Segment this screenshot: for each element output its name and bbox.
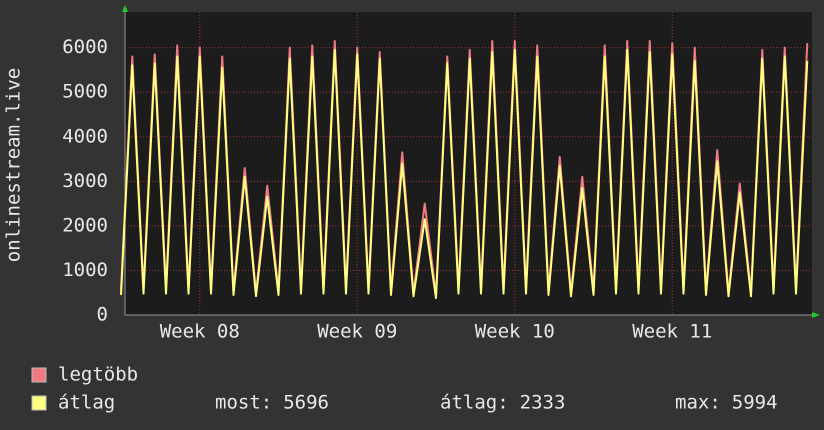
x-tick-label: Week 11: [632, 321, 712, 343]
stat-value: 2333: [520, 392, 566, 414]
x-tick-label: Week 09: [317, 321, 397, 343]
legend-swatch: [31, 367, 47, 383]
y-tick-label: 2000: [62, 214, 108, 236]
x-tick-label: Week 08: [160, 321, 240, 343]
stat-value: 5994: [732, 392, 778, 414]
y-arrow: [122, 5, 128, 12]
y-tick-label: 5000: [62, 81, 108, 103]
y-tick-label: 1000: [62, 259, 108, 281]
legend-label: átlag: [58, 392, 115, 414]
stat-label: most:: [215, 392, 272, 414]
x-arrow: [812, 312, 820, 318]
stat-value: 5696: [283, 392, 329, 414]
y-tick-label: 6000: [62, 36, 108, 58]
stat-label: max:: [675, 392, 721, 414]
y-tick-label: 4000: [62, 125, 108, 147]
x-tick-label: Week 10: [475, 321, 555, 343]
legend-swatch: [31, 395, 47, 411]
series-line: [120, 48, 809, 300]
y-axis-label: onlinestream.live: [3, 68, 25, 262]
legend-label: legtöbb: [58, 364, 138, 386]
y-tick-label: 3000: [62, 170, 108, 192]
stat-label: átlag:: [440, 392, 509, 414]
y-tick-label: 0: [97, 304, 108, 326]
